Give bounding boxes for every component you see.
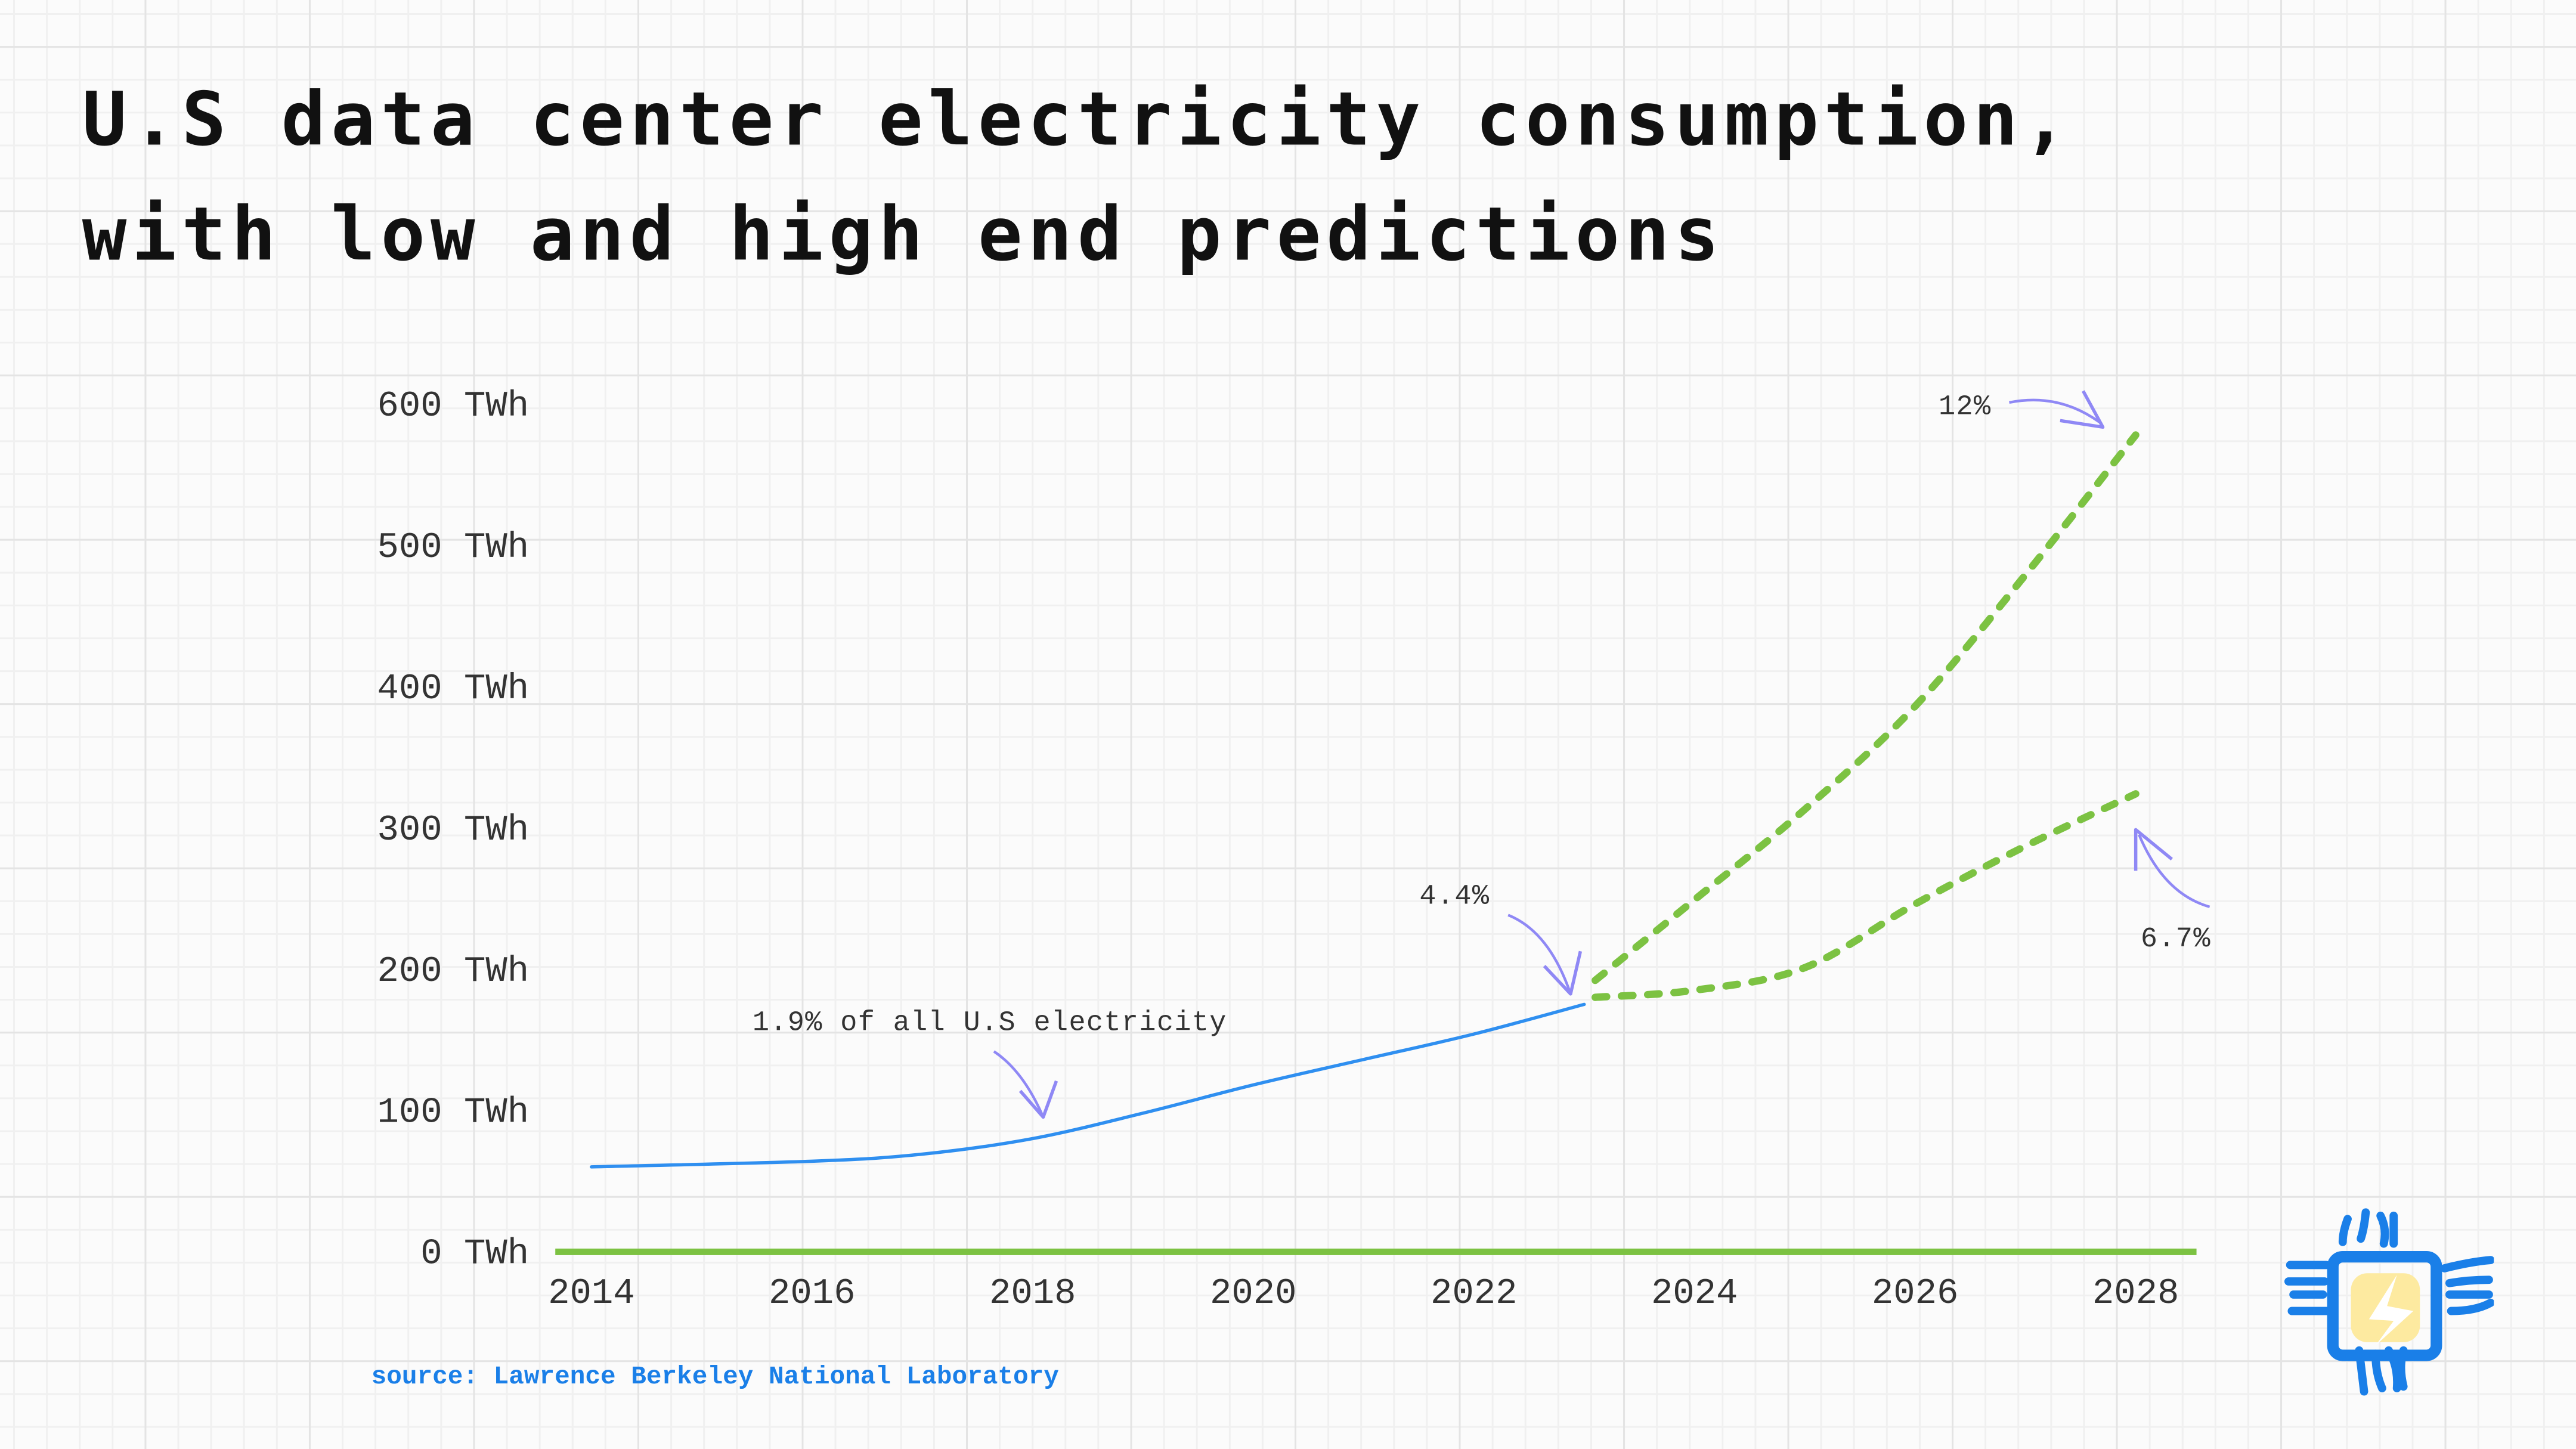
chart-subtitle: with low and high end predictions (82, 190, 1724, 278)
y-tick-label: 600 TWh (377, 386, 530, 427)
annotation-arrowhead (2060, 390, 2105, 429)
annotation-arrow (993, 1050, 1045, 1118)
x-tick-label: 2014 (548, 1274, 635, 1314)
annotation-arrow (2009, 398, 2101, 423)
x-tick-label: 2026 (1872, 1274, 1959, 1314)
annotation-label: 12% (1939, 391, 1991, 423)
series-line-low-end-prediction (1592, 790, 2140, 1001)
chart-title: U.S data center electricity consumption, (82, 75, 2073, 163)
source-note: source: Lawrence Berkeley National Labor… (371, 1361, 1059, 1392)
y-tick-label: 100 TWh (377, 1093, 530, 1134)
annotation-arrowhead (2134, 828, 2173, 871)
annotation-arrow (1507, 914, 1572, 995)
annotation-label: 1.9% of all U.S electricity (753, 1007, 1227, 1039)
annotation-arrowhead (1018, 1080, 1058, 1119)
y-tick-label: 300 TWh (377, 810, 530, 851)
series-line-high-end-prediction (1592, 431, 2140, 984)
y-tick-label: 400 TWh (377, 669, 530, 710)
annotation-label: 6.7% (2141, 924, 2211, 955)
x-tick-label: 2024 (1651, 1274, 1738, 1314)
y-tick-label: 200 TWh (377, 952, 530, 992)
series-line-historical (590, 1002, 1586, 1169)
annotation-label: 4.4% (1419, 881, 1490, 912)
x-tick-label: 2016 (769, 1274, 856, 1314)
x-tick-label: 2018 (989, 1274, 1076, 1314)
x-tick-label: 2028 (2092, 1274, 2179, 1314)
annotation-arrow (2138, 834, 2210, 908)
y-tick-label: 500 TWh (377, 528, 530, 568)
x-tick-label: 2020 (1210, 1274, 1297, 1314)
x-tick-label: 2022 (1431, 1274, 1518, 1314)
y-tick-label: 0 TWh (420, 1234, 529, 1275)
chip-lightning-icon (2284, 1208, 2494, 1396)
annotation-arrowhead (1543, 950, 1583, 996)
